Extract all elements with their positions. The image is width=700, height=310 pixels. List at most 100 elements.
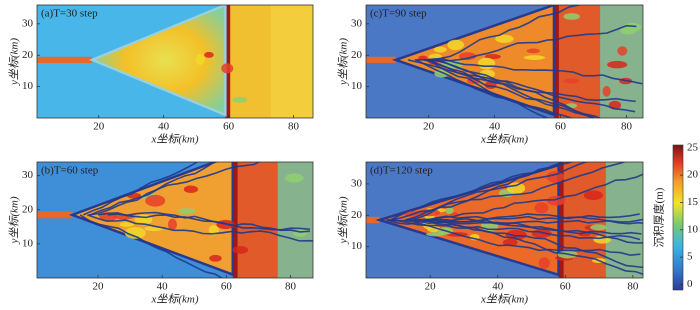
panel-title: (c)T=90 step [370,8,427,20]
channel [430,5,583,61]
heatmap [37,5,313,118]
channel [423,219,643,276]
deposit-lobe [484,54,501,60]
y-tick-label: 10 [22,237,34,249]
deposit-lobe [195,53,205,65]
downstream-fade [270,5,313,118]
y-tick-label: 10 [351,80,363,92]
deposit-lobe [178,208,196,215]
channel [386,213,640,224]
deposit-lobe [590,224,607,231]
channel [427,59,549,118]
deposit-lobe [183,185,199,194]
deposit-lobe [204,51,214,58]
channel [414,58,643,85]
deposit-lobe [622,22,642,32]
inlet-channel [37,56,93,64]
deposit-lobe [445,207,454,215]
deposit-lobe [523,55,546,60]
inlet-channel [366,216,380,224]
channel [79,214,224,278]
y-axis-label: y坐标(km) [8,38,21,86]
deposit-lobe [479,69,495,79]
deposit-lobe [506,182,526,194]
deposit-lobe [285,173,304,183]
wall-zone [553,5,559,118]
x-tick-label: 20 [425,281,437,293]
deposit-lobe [607,60,628,69]
deposit-lobe [538,257,550,269]
colorbar-tick-label: 20 [687,169,699,181]
deposit-lobe [502,238,518,247]
colorbar-label: 沉积厚度(m) [652,187,666,247]
x-tick-label: 60 [221,281,233,293]
colorbar-tick-label: 5 [687,251,693,263]
panel-title: (b)T=60 step [41,165,99,177]
x-tick-label: 60 [223,121,235,133]
x-tick-label: 80 [288,121,300,133]
wall-zone [232,162,238,278]
deposit-lobe [433,46,447,53]
y-tick-label: 10 [351,240,363,252]
channel [425,217,643,225]
deposit-lobe [293,228,308,237]
colorbar [672,144,684,291]
channel [389,162,626,221]
channel [386,219,641,256]
deposit-lobe [617,46,628,56]
x-tick-label: 20 [423,121,435,133]
deposit-lobe [563,13,580,20]
deposit-lobe [145,194,166,207]
deposit-lobe [232,96,248,103]
deposit-lobe [534,202,549,214]
y-tick-label: 20 [351,209,363,221]
channel [407,59,636,103]
deposition-fan [88,5,227,117]
plot-frame [365,161,644,279]
x-tick-label: 60 [555,121,567,133]
heatmap [366,162,643,278]
colorbar-tick-label: 25 [687,141,699,153]
x-tick-label: 80 [627,281,639,293]
y-axis-label: y坐标(km) [8,196,21,244]
x-axis-label: x坐标(km) [480,293,528,306]
x-tick-label: 40 [492,281,504,293]
channel [428,24,637,62]
x-tick-label: 20 [93,121,105,133]
x-tick-label: 60 [560,281,572,293]
x-axis-label: x坐标(km) [150,133,198,146]
y-tick-label: 20 [22,203,34,215]
channel [97,211,310,233]
x-tick-label: 80 [285,281,297,293]
deposit-lobe [447,39,465,51]
heatmap [37,162,313,278]
plot-frame [365,4,644,119]
heatmap [366,5,643,118]
y-tick-label: 20 [22,49,34,61]
channel [390,162,566,221]
deposit-lobe [221,63,234,74]
deposit-lobe [546,171,564,183]
y-tick-label: 30 [22,169,34,181]
panel-title: (a)T=30 step [41,8,98,20]
deposit-lobe [477,57,496,70]
deposit-lobe [209,254,222,262]
wall-zone [225,5,231,118]
x-tick-label: 20 [92,281,104,293]
x-tick-label: 80 [621,121,633,133]
deposit-lobe [526,48,541,54]
deposit-lobe [232,245,249,254]
deposit-lobe [583,190,603,200]
x-tick-label: 40 [158,121,170,133]
channel [423,59,596,118]
channel [88,162,218,216]
y-axis-label: y坐标(km) [337,196,350,244]
deposit-lobe [425,232,446,237]
deposit-lobe [124,227,146,239]
channel [90,162,261,216]
colorbar-tick-label: 10 [687,223,699,235]
deposit-lobe [495,34,514,43]
colorbar-tick-label: 0 [687,278,693,290]
channel [427,59,636,113]
